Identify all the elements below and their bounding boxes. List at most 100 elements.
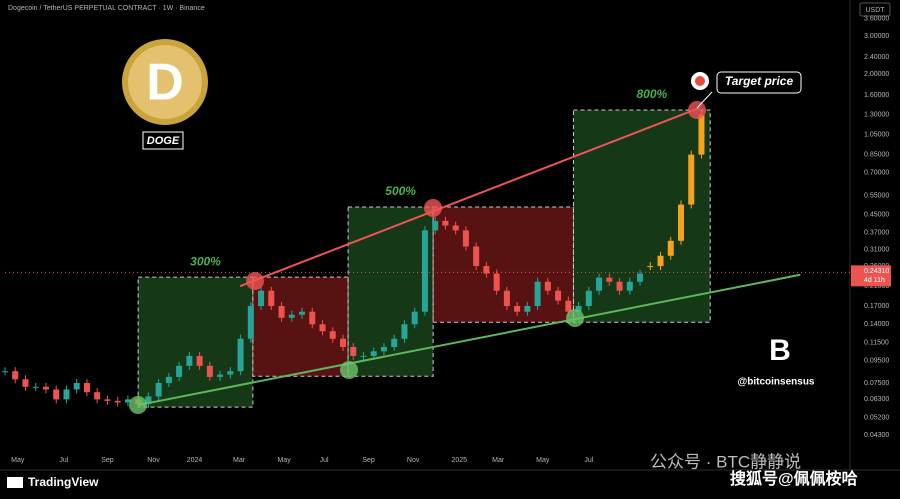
x-tick-label: Mar <box>233 457 246 464</box>
candle <box>340 338 346 347</box>
y-tick-label: 3.60000 <box>864 16 889 23</box>
y-tick-label: 0.37000 <box>864 230 889 237</box>
candle <box>626 281 633 291</box>
gain-label: 500% <box>385 184 416 198</box>
candle <box>350 346 357 356</box>
candle <box>462 230 469 247</box>
candle <box>196 355 203 366</box>
candle <box>391 338 398 347</box>
price-tag-label: 0.24310 <box>864 268 889 275</box>
candle <box>493 273 500 291</box>
candle <box>227 371 234 375</box>
y-tick-label: 1.30000 <box>864 112 889 119</box>
candle <box>278 306 285 318</box>
candle <box>42 386 49 390</box>
touch-point <box>688 101 706 119</box>
y-tick-label: 0.07500 <box>864 380 889 387</box>
y-tick-label: 0.05200 <box>864 414 889 421</box>
candle <box>432 220 439 231</box>
x-tick-label: Jul <box>320 457 329 464</box>
x-tick-label: Nov <box>147 457 160 464</box>
footer-logo <box>7 477 23 488</box>
candle <box>53 389 60 400</box>
price-countdown: 4d 11h <box>864 277 885 284</box>
trend-line <box>239 106 701 288</box>
coin-label: DOGE <box>147 135 180 147</box>
x-tick-label: May <box>11 457 25 464</box>
chart-title: Dogecoin / TetherUS PERPETUAL CONTRACT ·… <box>8 5 205 12</box>
brand-logo: B <box>769 334 791 367</box>
candle <box>411 311 418 325</box>
currency-box <box>859 2 891 17</box>
candle <box>575 306 582 312</box>
candle <box>544 281 551 291</box>
candle <box>483 266 490 274</box>
gain-label: 300% <box>190 254 221 268</box>
y-tick-label: 0.04300 <box>864 432 889 439</box>
candle <box>401 324 408 339</box>
y-tick-label: 0.11500 <box>864 340 889 347</box>
doge-glyph: D <box>146 54 184 112</box>
y-tick-label: 0.70000 <box>864 170 889 177</box>
candle <box>442 220 449 226</box>
footer-brand: TradingView <box>28 475 99 489</box>
y-tick-label: 2.40000 <box>864 54 889 61</box>
candle <box>73 382 80 390</box>
candle <box>678 204 684 241</box>
candle <box>616 281 623 291</box>
x-tick-label: 2025 <box>451 457 467 464</box>
candle <box>667 240 674 256</box>
plot: 300% 500% 800% <box>2 87 850 414</box>
y-tick-label: 0.85000 <box>864 151 889 158</box>
candle <box>329 331 336 339</box>
candle <box>473 246 480 267</box>
candle <box>360 355 367 357</box>
candle <box>319 324 326 332</box>
candle <box>503 290 510 307</box>
brand-handle: @bitcoinsensus <box>738 377 815 388</box>
range-box <box>252 276 349 377</box>
y-tick-label: 0.09500 <box>864 358 889 365</box>
candle <box>22 379 29 387</box>
candle <box>258 290 265 307</box>
candle <box>94 392 101 400</box>
x-tick-label: Mar <box>492 457 505 464</box>
candle <box>186 355 193 366</box>
candle <box>555 290 562 301</box>
y-tick-label: 3.00000 <box>864 33 889 40</box>
x-tick-label: Nov <box>407 457 420 464</box>
x-tick-label: May <box>277 457 291 464</box>
candle <box>176 365 183 377</box>
y-tick-label: 2.00000 <box>864 71 889 78</box>
watermark: 公众号 · BTC静静说 <box>650 452 801 471</box>
y-tick-label: 1.60000 <box>864 92 889 99</box>
candle <box>2 371 8 373</box>
candle <box>514 306 521 312</box>
candle <box>268 290 275 307</box>
target-icon <box>695 76 705 86</box>
target-label: Target price <box>725 74 794 88</box>
candle <box>647 266 654 268</box>
gain-label: 800% <box>636 87 667 101</box>
y-tick-label: 0.45000 <box>864 211 889 218</box>
watermark: 搜狐号@佩佩桉哈 <box>730 469 858 488</box>
trend-line <box>137 273 801 407</box>
callout-line <box>696 91 713 109</box>
candle <box>124 399 131 403</box>
candle <box>155 382 162 397</box>
range-box <box>137 276 254 408</box>
x-tick-label: May <box>536 457 550 464</box>
x-tick-label: Jul <box>59 457 68 464</box>
candle <box>698 114 705 155</box>
currency: USDT <box>865 7 885 14</box>
candle <box>206 365 213 377</box>
candle <box>165 376 172 383</box>
candle <box>370 351 377 356</box>
candle <box>524 306 531 312</box>
candle <box>452 225 459 231</box>
coin-box <box>142 131 184 150</box>
x-tick-label: Sep <box>101 457 114 464</box>
touch-point <box>340 361 358 379</box>
candle <box>83 382 90 393</box>
candle <box>247 306 254 339</box>
